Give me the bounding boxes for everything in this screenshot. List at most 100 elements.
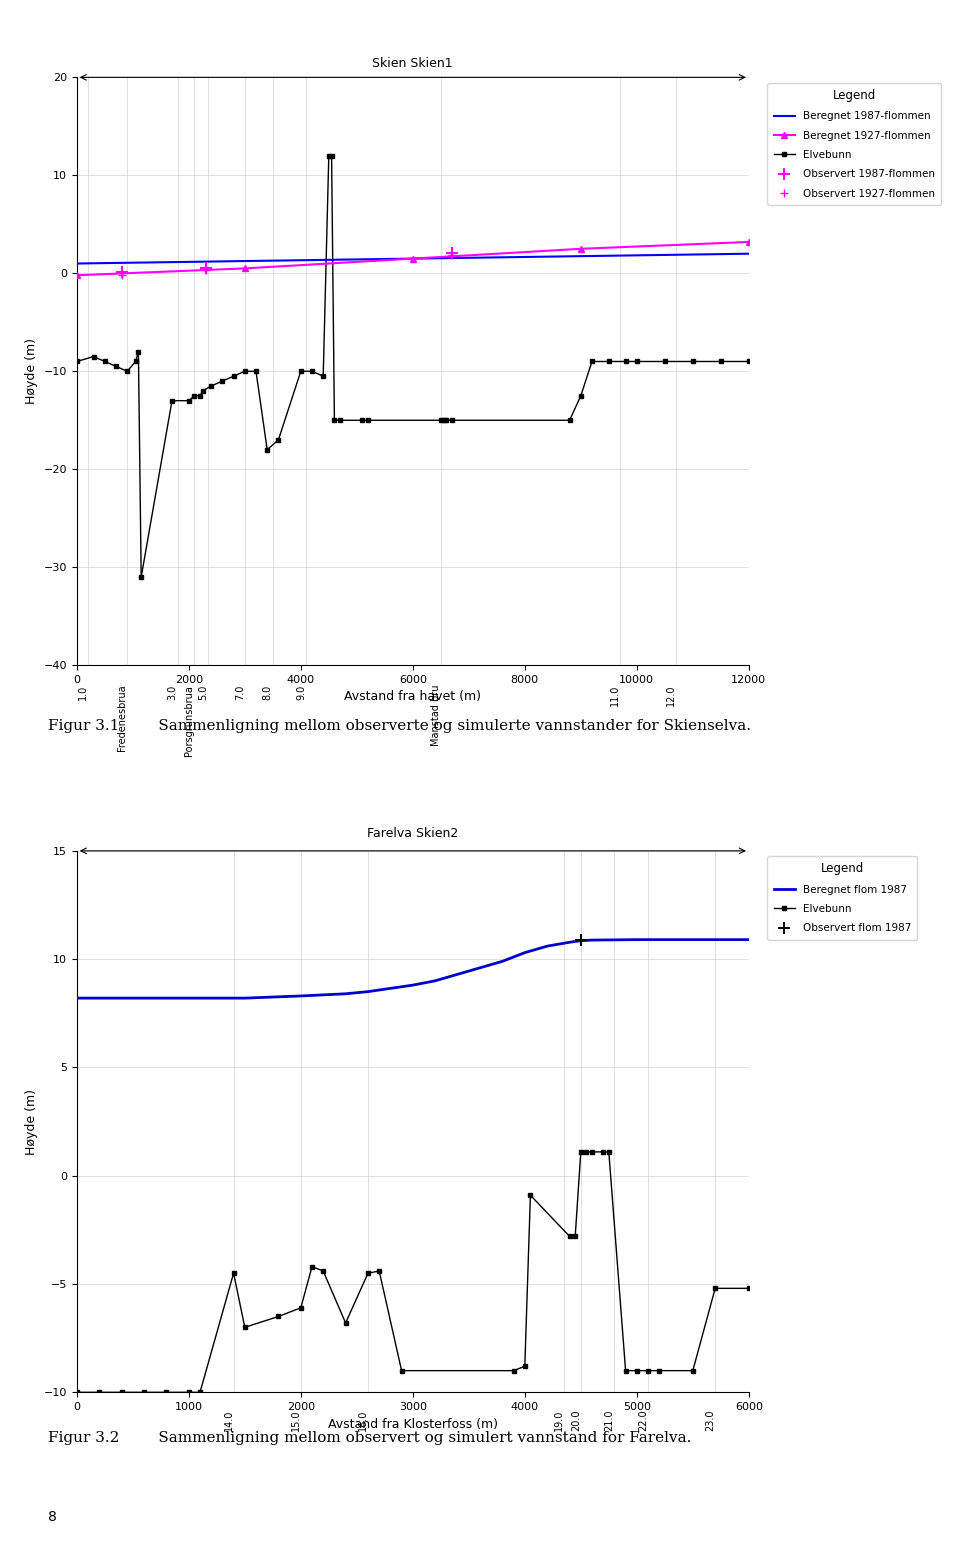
Elvebunn [564, 412, 575, 430]
Elvebunn [194, 387, 205, 405]
Elvebunn [205, 377, 217, 396]
Beregnet flom 1987 [362, 982, 373, 1001]
Elvebunn [620, 353, 632, 371]
Beregnet flom 1987 [631, 930, 642, 948]
Elvebunn [620, 1361, 632, 1380]
Elvebunn [715, 353, 727, 371]
Elvebunn [306, 1258, 318, 1276]
Beregnet flom 1987 [496, 951, 508, 970]
Text: 19.0: 19.0 [554, 1409, 564, 1431]
Beregnet flom 1987 [71, 989, 83, 1007]
Text: 22.0: 22.0 [638, 1409, 648, 1431]
Elvebunn [654, 1361, 665, 1380]
Elvebunn [328, 412, 340, 430]
Beregnet flom 1987 [385, 979, 396, 998]
Elvebunn [261, 441, 273, 459]
Beregnet flom 1987 [340, 984, 351, 1002]
Elvebunn [581, 1143, 592, 1162]
Elvebunn [318, 1262, 329, 1281]
Elvebunn [519, 1357, 531, 1375]
Beregnet 1927-flommen [575, 240, 587, 258]
Beregnet flom 1987 [183, 989, 195, 1007]
Elvebunn [183, 1383, 195, 1402]
Beregnet flom 1987 [575, 931, 587, 950]
Elvebunn [524, 1187, 536, 1205]
Text: 11.0: 11.0 [610, 685, 620, 705]
Elvebunn [659, 353, 670, 371]
Beregnet flom 1987 [564, 933, 575, 951]
Beregnet flom 1987 [318, 985, 329, 1004]
Beregnet flom 1987 [429, 972, 441, 990]
Elvebunn [587, 1143, 598, 1162]
Elvebunn [323, 147, 335, 166]
Elvebunn [194, 1383, 205, 1402]
Legend: Beregnet 1987-flommen, Beregnet 1927-flommen, Elvebunn, Observert 1987-flommen, : Beregnet 1987-flommen, Beregnet 1927-flo… [767, 82, 941, 204]
Elvebunn [587, 353, 598, 371]
Elvebunn [295, 1298, 306, 1316]
Beregnet flom 1987 [295, 987, 306, 1006]
Legend: Beregnet flom 1987, Elvebunn, Observert flom 1987: Beregnet flom 1987, Elvebunn, Observert … [767, 855, 918, 939]
Elvebunn [441, 412, 452, 430]
Text: Skien Skien1: Skien Skien1 [372, 57, 453, 70]
Elvebunn [132, 342, 144, 360]
Text: 23.0: 23.0 [706, 1409, 715, 1431]
Observert 1987-flommen [116, 263, 128, 282]
Elvebunn [575, 387, 587, 405]
Elvebunn [197, 382, 208, 401]
Elvebunn [362, 412, 373, 430]
Observert 1987-flommen [200, 260, 211, 278]
Elvebunn [121, 362, 132, 381]
Elvebunn [160, 1383, 172, 1402]
Line: Beregnet flom 1987: Beregnet flom 1987 [77, 939, 749, 998]
Beregnet flom 1987 [474, 959, 486, 978]
Elvebunn [603, 1143, 614, 1162]
Elvebunn [116, 1383, 128, 1402]
Elvebunn [362, 1264, 373, 1282]
Line: Observert 1987-flommen: Observert 1987-flommen [116, 248, 458, 278]
Beregnet flom 1987 [519, 944, 531, 962]
Text: Figur 3.2        Sammenligning mellom observert og simulert vannstand for Farelv: Figur 3.2 Sammenligning mellom observert… [48, 1431, 691, 1445]
Elvebunn [166, 391, 178, 410]
Elvebunn [743, 353, 755, 371]
Line: Elvebunn: Elvebunn [75, 1149, 751, 1394]
Elvebunn [93, 1383, 105, 1402]
Text: 8: 8 [48, 1510, 57, 1524]
Elvebunn [603, 353, 614, 371]
Elvebunn [183, 391, 195, 410]
Elvebunn [138, 1383, 150, 1402]
Elvebunn [687, 1361, 699, 1380]
Elvebunn [446, 412, 458, 430]
Y-axis label: Høyde (m): Høyde (m) [25, 1089, 38, 1154]
Elvebunn [687, 353, 699, 371]
Text: 9.0: 9.0 [297, 685, 306, 701]
Elvebunn [709, 1279, 721, 1298]
Text: 16.0: 16.0 [358, 1409, 368, 1431]
X-axis label: Avstand fra Klosterfoss (m): Avstand fra Klosterfoss (m) [327, 1417, 498, 1431]
Elvebunn [564, 1227, 575, 1245]
Text: 8.0: 8.0 [263, 685, 273, 701]
Elvebunn [597, 1143, 609, 1162]
Beregnet flom 1987 [239, 989, 251, 1007]
Elvebunn [135, 568, 147, 586]
Text: 1.0: 1.0 [78, 685, 88, 701]
Elvebunn [318, 367, 329, 385]
Beregnet 1927-flommen [71, 266, 83, 285]
Beregnet 1927-flommen [239, 260, 251, 278]
Elvebunn [273, 430, 284, 449]
Text: 3.0: 3.0 [168, 685, 178, 701]
Text: 20.0: 20.0 [571, 1409, 581, 1431]
Text: Porsgrunsbrua: Porsgrunsbrua [184, 685, 194, 755]
Text: 5.0: 5.0 [199, 685, 208, 701]
Elvebunn [295, 362, 306, 381]
Observert 1927-flommen [116, 266, 128, 285]
Beregnet flom 1987 [452, 965, 464, 984]
Elvebunn [325, 147, 337, 166]
Elvebunn [99, 353, 110, 371]
Text: Manstad bru: Manstad bru [431, 685, 441, 746]
Elvebunn [239, 1318, 251, 1337]
Elvebunn [340, 1313, 351, 1332]
Elvebunn [642, 1361, 654, 1380]
Text: Farelva Skien2: Farelva Skien2 [367, 828, 459, 840]
Elvebunn [373, 1262, 385, 1281]
Elvebunn [228, 1264, 239, 1282]
